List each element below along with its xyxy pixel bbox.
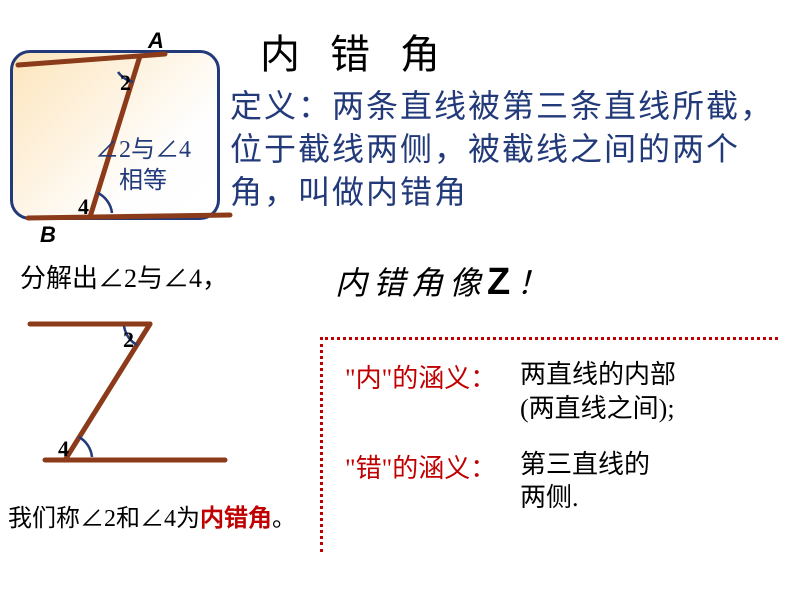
d2-arc-4	[79, 437, 92, 457]
we-call-suffix: 。	[272, 506, 296, 532]
nei-q1: "	[345, 364, 356, 393]
we-call-text: 我们称∠2和∠4为内错角。	[8, 498, 296, 533]
meaning-box: "内"的涵义： 两直线的内部 (两直线之间); "错"的涵义： 第三直线的 两侧…	[320, 337, 778, 552]
z-shape-text: 内错角像Z！	[335, 258, 554, 304]
we-call-red: 内错角	[200, 506, 272, 532]
meaning-cuo-value: 第三直线的 两侧.	[520, 448, 650, 516]
definition-text: 定义：两条直线被第三条直线所截，位于截线两侧，被截线之间的两个角，叫做内错角	[230, 85, 785, 215]
meaning-nei-value: 两直线的内部 (两直线之间);	[520, 358, 676, 426]
equal-line1: ∠2与∠4	[95, 135, 191, 166]
cuo-q1: "	[345, 454, 356, 483]
d1-angle-2: 2	[120, 70, 131, 96]
equal-line2: 相等	[95, 166, 191, 197]
z-suffix: ！	[516, 265, 554, 301]
meaning-nei-row: "内"的涵义： 两直线的内部 (两直线之间);	[345, 358, 768, 426]
cuo-char: 错	[356, 454, 382, 483]
page-title: 内错角	[260, 22, 470, 80]
z-prefix: 内错角像	[335, 265, 487, 301]
z-letter: Z	[487, 261, 516, 303]
label-a: A	[148, 28, 164, 54]
d2-diag	[65, 324, 150, 460]
d2-angle-4: 4	[58, 436, 69, 462]
nei-char: 内	[356, 364, 382, 393]
meaning-nei-label: "内"的涵义：	[345, 358, 520, 395]
decompose-text: 分解出∠2与∠4，	[20, 258, 228, 295]
nei-mid: "的涵义：	[382, 364, 497, 393]
cuo-mid: "的涵义：	[382, 454, 497, 483]
meaning-cuo-row: "错"的涵义： 第三直线的 两侧.	[345, 448, 768, 516]
d2-angle-2: 2	[123, 327, 134, 353]
we-call-prefix: 我们称∠2和∠4为	[8, 506, 200, 532]
angle-equal-text: ∠2与∠4 相等	[95, 135, 191, 197]
d1-angle-4: 4	[78, 194, 89, 220]
label-b: B	[40, 222, 56, 248]
meaning-cuo-label: "错"的涵义：	[345, 448, 520, 485]
